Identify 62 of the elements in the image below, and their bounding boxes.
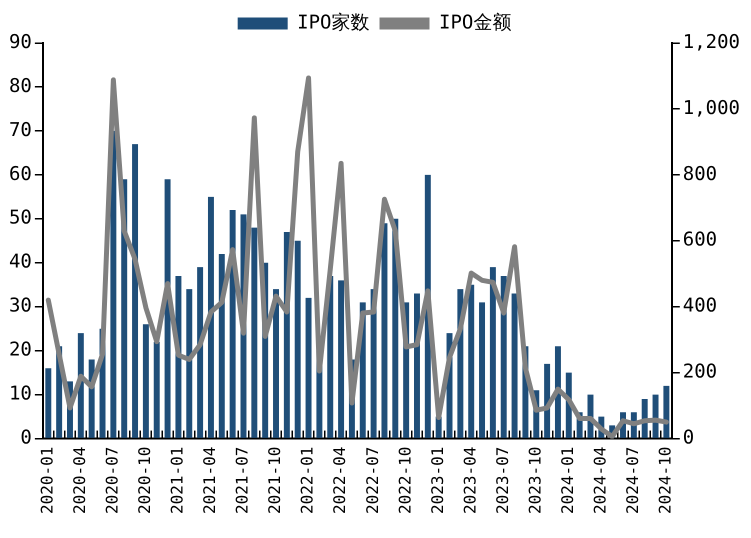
x-tick-label: 2020-10 (135, 446, 154, 514)
y-tick-label: 20 (8, 338, 32, 361)
bar (338, 280, 344, 438)
x-tick-label: 2021-07 (232, 446, 252, 514)
bar (142, 324, 149, 438)
bar (164, 179, 171, 438)
x-tick-label: 2021-04 (200, 446, 220, 514)
y-tick-label: 70 (8, 118, 32, 141)
x-tick-label: 2020-07 (102, 446, 122, 514)
bar (663, 386, 670, 438)
bar (479, 302, 486, 438)
y2-tick-label: 1,200 (682, 30, 740, 53)
y-tick-label: 50 (8, 206, 32, 229)
bar (544, 364, 550, 438)
bar (197, 267, 204, 438)
y-tick-label: 60 (8, 162, 32, 185)
bar (132, 144, 138, 438)
x-tick-label: 2024-10 (656, 446, 675, 514)
y2-tick-label: 0 (682, 426, 694, 449)
legend-label: IPO金额 (439, 11, 512, 34)
y2-tick-label: 1,000 (682, 96, 740, 119)
bar (208, 196, 214, 438)
legend-label: IPO家数 (297, 11, 370, 34)
bar (554, 346, 561, 438)
x-tick-label: 2023-04 (460, 446, 480, 514)
x-tick-label: 2024-04 (590, 446, 610, 514)
x-tick-label: 2023-07 (492, 446, 512, 514)
bar (273, 289, 279, 438)
bar (490, 267, 496, 438)
bar (294, 240, 301, 438)
y-tick-label: 0 (20, 426, 32, 449)
bar (251, 228, 258, 438)
y-tick-label: 90 (8, 30, 32, 53)
bar (468, 284, 474, 438)
x-tick-label: 2021-01 (168, 446, 187, 514)
x-tick-label: 2023-01 (428, 446, 447, 514)
bar (381, 223, 388, 438)
x-tick-label: 2020-01 (37, 446, 56, 514)
y-tick-label: 10 (8, 382, 32, 405)
bar (110, 130, 116, 438)
bar (306, 298, 312, 438)
y-tick-label: 30 (8, 294, 32, 317)
y-tick-label: 80 (8, 74, 32, 97)
y-tick-label: 40 (8, 250, 32, 273)
x-tick-label: 2023-10 (525, 446, 544, 514)
bar (512, 294, 518, 438)
x-tick-label: 2020-04 (70, 446, 89, 514)
y2-tick-label: 400 (682, 294, 718, 317)
x-tick-label: 2022-01 (298, 446, 317, 514)
y2-tick-label: 800 (682, 162, 718, 185)
x-tick-label: 2022-04 (330, 446, 350, 514)
y2-tick-label: 200 (682, 360, 718, 383)
x-tick-label: 2022-10 (395, 446, 414, 514)
y2-tick-label: 600 (682, 228, 718, 251)
x-tick-label: 2024-01 (558, 446, 577, 514)
x-tick-label: 2024-07 (623, 446, 642, 514)
bar (154, 342, 160, 438)
bar (218, 254, 225, 438)
bar (78, 333, 84, 438)
x-tick-label: 2022-07 (362, 446, 382, 514)
x-tick-label: 2021-10 (265, 446, 284, 514)
bar (45, 368, 52, 438)
